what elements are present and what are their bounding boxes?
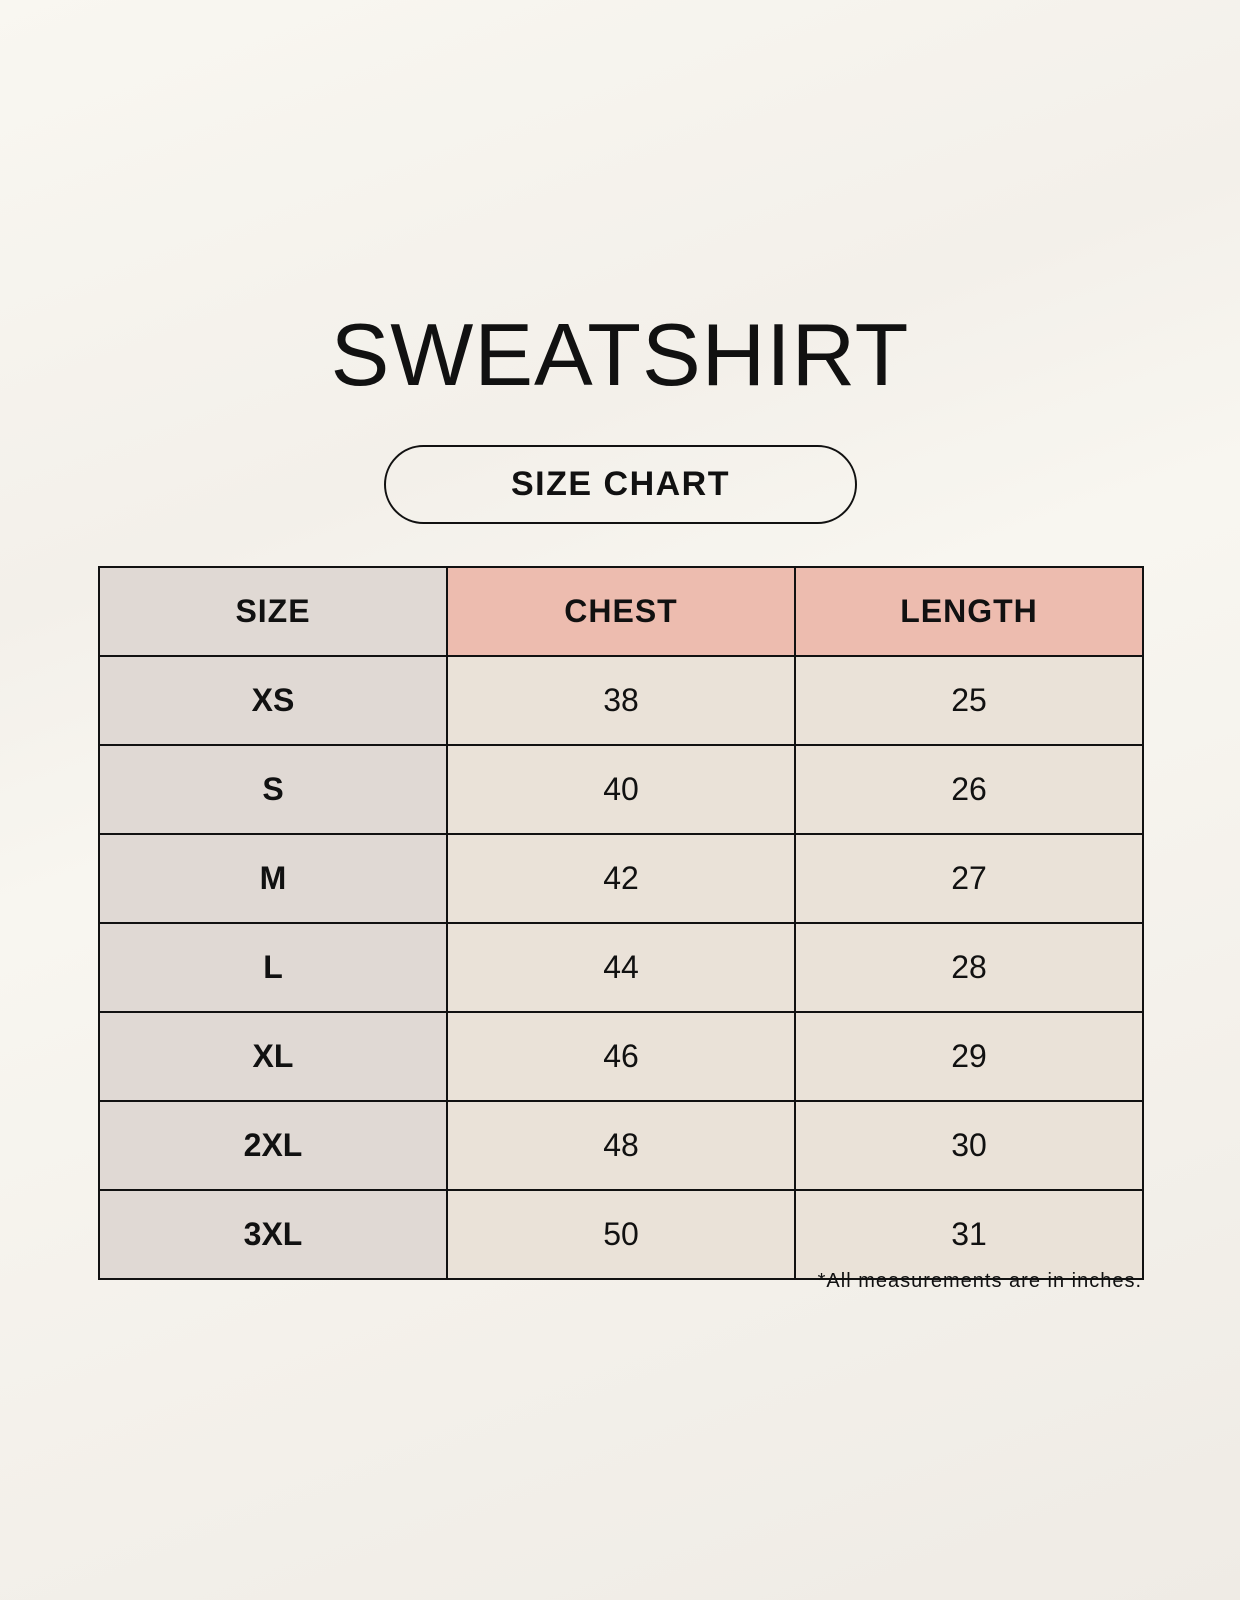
cell-length: 28 [794, 922, 1144, 1013]
header-size: SIZE [98, 566, 448, 657]
table-row: XL 46 29 [98, 1011, 1144, 1102]
cell-length: 31 [794, 1189, 1144, 1280]
header-chest: CHEST [446, 566, 796, 657]
table-header-row: SIZE CHEST LENGTH [98, 566, 1144, 657]
cell-size: S [98, 744, 448, 835]
cell-chest: 38 [446, 655, 796, 746]
cell-chest: 44 [446, 922, 796, 1013]
cell-size: M [98, 833, 448, 924]
cell-chest: 42 [446, 833, 796, 924]
cell-chest: 50 [446, 1189, 796, 1280]
table-row: L 44 28 [98, 922, 1144, 1013]
cell-size: L [98, 922, 448, 1013]
cell-length: 27 [794, 833, 1144, 924]
table-row: S 40 26 [98, 744, 1144, 835]
cell-size: XS [98, 655, 448, 746]
cell-length: 26 [794, 744, 1144, 835]
cell-length: 30 [794, 1100, 1144, 1191]
cell-length: 29 [794, 1011, 1144, 1102]
cell-length: 25 [794, 655, 1144, 746]
cell-size: XL [98, 1011, 448, 1102]
page-title: SWEATSHIRT [330, 305, 910, 404]
cell-chest: 46 [446, 1011, 796, 1102]
cell-size: 2XL [98, 1100, 448, 1191]
cell-chest: 40 [446, 744, 796, 835]
footnote: *All measurements are in inches. [817, 1270, 1142, 1292]
size-table: SIZE CHEST LENGTH XS 38 25 S 40 26 M 42 27 L 44 28 X… [98, 566, 1144, 1280]
table-row: M 42 27 [98, 833, 1144, 924]
table-row: 3XL 50 31 [98, 1189, 1144, 1280]
header-length: LENGTH [794, 566, 1144, 657]
table-row: 2XL 48 30 [98, 1100, 1144, 1191]
size-chart-badge: SIZE CHART [384, 445, 857, 524]
cell-size: 3XL [98, 1189, 448, 1280]
cell-chest: 48 [446, 1100, 796, 1191]
table-row: XS 38 25 [98, 655, 1144, 746]
